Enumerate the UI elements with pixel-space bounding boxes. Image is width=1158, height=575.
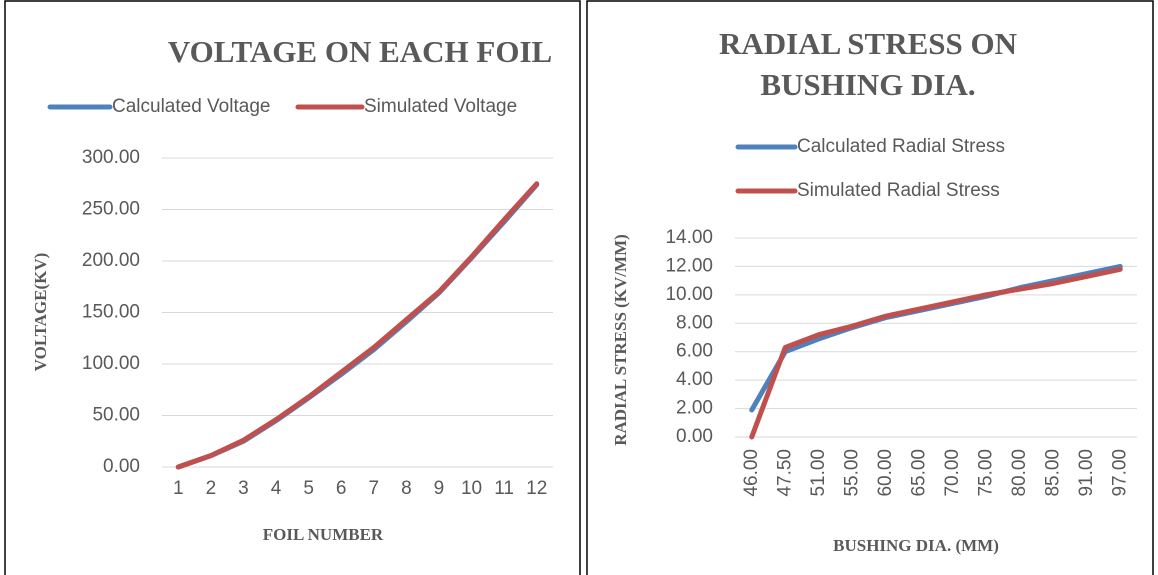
x-tick-label: 8	[401, 478, 412, 499]
x-tick-label: 75.00	[975, 449, 996, 497]
y-tick-label: 0.00	[676, 426, 713, 447]
x-tick-label: 51.00	[808, 449, 829, 497]
y-tick-label: 100.00	[82, 353, 140, 374]
y-tick-label: 8.00	[676, 312, 713, 333]
y-tick-label: 0.00	[103, 456, 140, 477]
x-tick-label: 60.00	[875, 449, 896, 497]
x-axis-title: FOIL NUMBER	[263, 525, 384, 544]
y-tick-label: 6.00	[676, 341, 713, 362]
x-tick-label: 4	[271, 478, 282, 499]
series-line	[175, 182, 540, 470]
legend-label: Calculated Radial Stress	[797, 136, 1005, 157]
x-tick-label: 7	[369, 478, 380, 499]
x-tick-label: 9	[434, 478, 445, 499]
y-axis-title: VOLTAGE(KV)	[31, 253, 50, 372]
x-tick-label: 47.50	[774, 449, 795, 497]
y-tick-label: 250.00	[82, 199, 140, 220]
y-tick-label: 50.00	[92, 405, 140, 426]
panel-left	[4, 0, 581, 575]
y-tick-label: 14.00	[665, 227, 713, 248]
x-tick-label: 65.00	[908, 449, 929, 497]
x-tick-label: 12	[526, 478, 547, 499]
x-tick-label: 46.00	[741, 449, 762, 497]
x-tick-label: 11	[494, 478, 514, 499]
chart-title: VOLTAGE ON EACH FOIL	[168, 34, 552, 69]
legend-label: Simulated Voltage	[364, 96, 517, 117]
x-tick-label: 5	[303, 478, 314, 499]
x-tick-label: 97.00	[1109, 449, 1130, 497]
x-tick-label: 3	[238, 478, 249, 499]
y-tick-label: 150.00	[82, 302, 140, 323]
x-axis-title: BUSHING DIA. (MM)	[833, 536, 999, 555]
x-tick-label: 80.00	[1009, 449, 1030, 497]
y-axis-title: RADIAL STRESS (KV/MM)	[611, 234, 630, 446]
x-tick-label: 55.00	[841, 449, 862, 497]
series-line	[749, 266, 1123, 440]
y-tick-label: 2.00	[676, 398, 713, 419]
x-tick-label: 70.00	[942, 449, 963, 497]
x-tick-label: 85.00	[1042, 449, 1063, 497]
x-tick-label: 2	[206, 478, 217, 499]
x-tick-label: 1	[173, 478, 184, 499]
y-tick-label: 10.00	[665, 284, 713, 305]
x-tick-label: 10	[461, 478, 482, 499]
legend-label: Calculated Voltage	[112, 96, 270, 117]
y-tick-label: 300.00	[82, 147, 140, 168]
y-tick-label: 200.00	[82, 250, 140, 271]
x-tick-label: 91.00	[1076, 449, 1097, 497]
series-line	[175, 181, 540, 470]
x-tick-label: 6	[336, 478, 347, 499]
panel-right	[586, 0, 1154, 575]
legend-label: Simulated Radial Stress	[797, 180, 1000, 201]
y-tick-label: 4.00	[676, 369, 713, 390]
chart-title: RADIAL STRESS ON	[719, 26, 1017, 61]
chart-title: BUSHING DIA.	[760, 67, 975, 102]
y-tick-label: 12.00	[665, 255, 713, 276]
